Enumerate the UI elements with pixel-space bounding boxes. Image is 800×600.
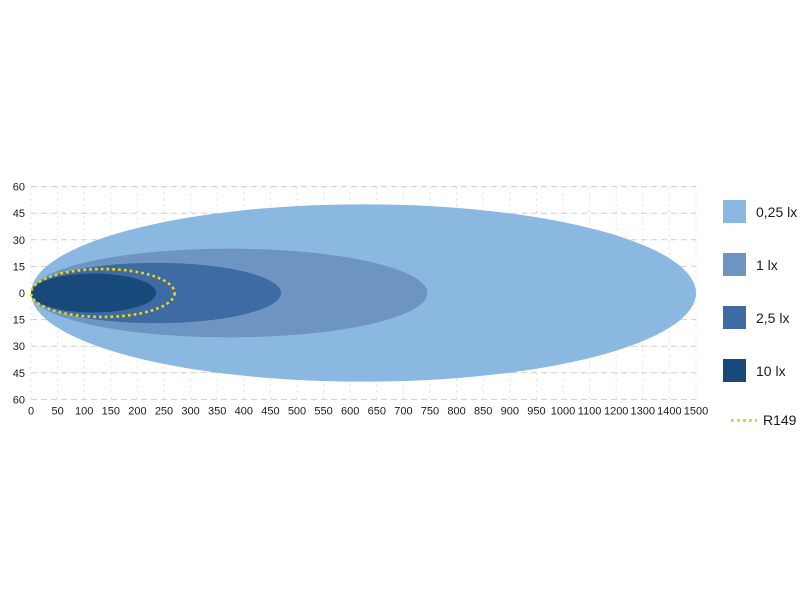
chart-legend: 0,25 lx 1 lx 2,5 lx 10 lx R149 bbox=[723, 200, 797, 428]
y-tick-label: 45 bbox=[13, 208, 25, 220]
legend-label-1lx: 1 lx bbox=[756, 256, 778, 273]
x-tick-label: 200 bbox=[128, 405, 146, 417]
x-axis-labels: 0 50 100 150 200 250 300 350 400 450 500 550 600 650 7… bbox=[28, 405, 708, 417]
legend-item-r149: R149 bbox=[723, 412, 797, 428]
legend-swatch-025lx-icon bbox=[723, 200, 746, 223]
y-tick-label: 60 bbox=[13, 394, 25, 406]
x-tick-label: 400 bbox=[235, 405, 253, 417]
x-tick-label: 300 bbox=[181, 405, 199, 417]
y-tick-label: 15 bbox=[13, 315, 25, 327]
legend-item-025lx: 0,25 lx bbox=[723, 200, 797, 223]
legend-swatch-25lx-icon bbox=[723, 306, 746, 329]
x-tick-label: 550 bbox=[314, 405, 332, 417]
x-tick-label: 650 bbox=[368, 405, 386, 417]
x-tick-label: 250 bbox=[155, 405, 173, 417]
legend-label-25lx: 2,5 lx bbox=[756, 309, 790, 326]
x-tick-label: 1400 bbox=[657, 405, 681, 417]
x-tick-label: 50 bbox=[51, 405, 63, 417]
legend-item-25lx: 2,5 lx bbox=[723, 306, 797, 329]
y-tick-label: 45 bbox=[13, 368, 25, 380]
x-tick-label: 1300 bbox=[631, 405, 655, 417]
x-tick-label: 500 bbox=[288, 405, 306, 417]
x-tick-label: 0 bbox=[28, 405, 34, 417]
y-tick-label: 60 bbox=[13, 182, 25, 194]
legend-swatch-10lx-icon bbox=[723, 359, 746, 382]
x-tick-label: 950 bbox=[527, 405, 545, 417]
x-tick-label: 1000 bbox=[551, 405, 575, 417]
x-tick-label: 800 bbox=[447, 405, 465, 417]
legend-swatch-1lx-icon bbox=[723, 253, 746, 276]
r149-reference-ellipse bbox=[29, 267, 176, 319]
dotted-line-icon bbox=[731, 418, 757, 422]
y-tick-label: 30 bbox=[13, 235, 25, 247]
legend-label-10lx: 10 lx bbox=[756, 362, 786, 379]
x-tick-label: 1500 bbox=[684, 405, 708, 417]
x-tick-label: 850 bbox=[474, 405, 492, 417]
x-tick-label: 600 bbox=[341, 405, 359, 417]
x-tick-label: 750 bbox=[421, 405, 439, 417]
x-tick-label: 450 bbox=[261, 405, 279, 417]
legend-item-10lx: 10 lx bbox=[723, 359, 797, 382]
x-tick-label: 900 bbox=[501, 405, 519, 417]
legend-item-1lx: 1 lx bbox=[723, 253, 797, 276]
x-tick-label: 1100 bbox=[578, 405, 602, 417]
x-tick-label: 700 bbox=[394, 405, 412, 417]
x-tick-label: 350 bbox=[208, 405, 226, 417]
y-axis-labels: 60 45 30 15 0 15 30 45 60 bbox=[13, 182, 25, 407]
x-tick-label: 100 bbox=[75, 405, 93, 417]
x-tick-label: 150 bbox=[102, 405, 120, 417]
y-tick-label: 15 bbox=[13, 261, 25, 273]
y-tick-label: 30 bbox=[13, 341, 25, 353]
x-tick-label: 1200 bbox=[604, 405, 628, 417]
legend-label-025lx: 0,25 lx bbox=[756, 203, 798, 220]
contour-10lx bbox=[31, 273, 157, 313]
legend-label-r149: R149 bbox=[763, 412, 797, 428]
y-tick-label: 0 bbox=[19, 288, 25, 300]
contour-ellipses bbox=[31, 204, 696, 382]
